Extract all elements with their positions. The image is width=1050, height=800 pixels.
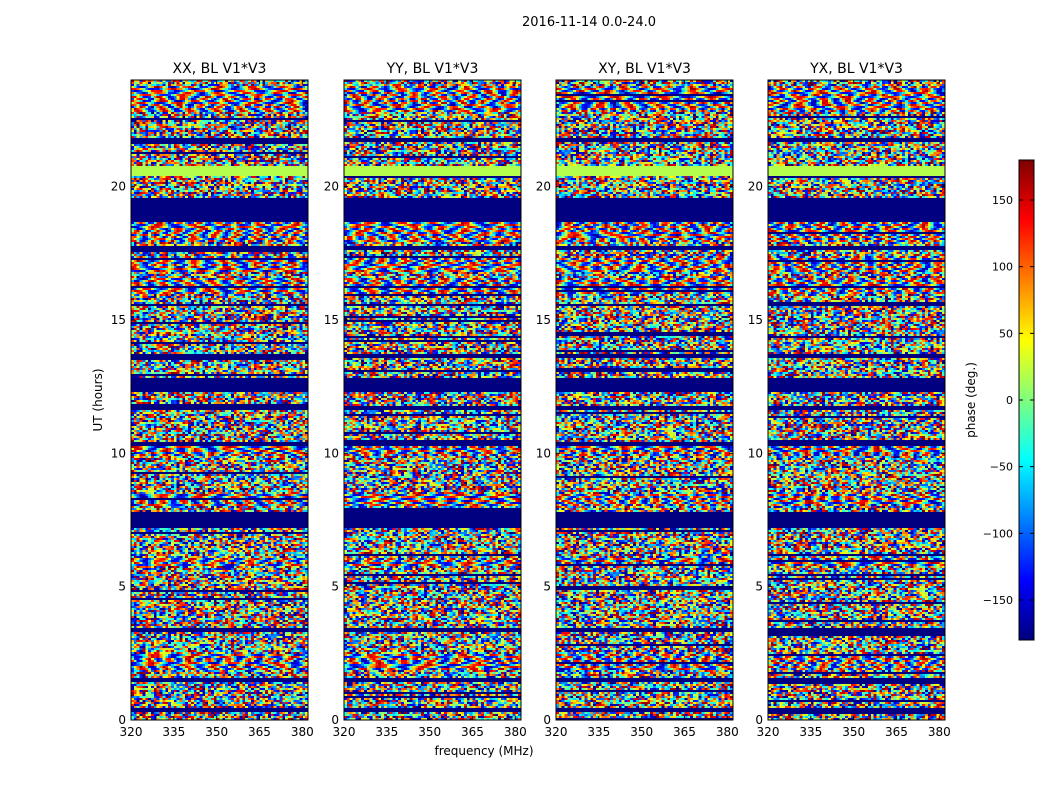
x-tick-label: 335: [375, 725, 398, 739]
y-tick-label: 0: [118, 713, 126, 727]
y-tick-label: 0: [755, 713, 763, 727]
plot-frame: [343, 79, 522, 721]
x-tick-label: 380: [291, 725, 314, 739]
y-tick-label: 10: [536, 446, 551, 460]
y-tick-label: 5: [755, 580, 763, 594]
x-tick-label: 350: [842, 725, 865, 739]
heatmap-panel: XX, BL V1*V3 320 335 350 365 380 0 5 10 15 20: [111, 61, 314, 739]
colorbar-tick-label: −150: [983, 594, 1013, 607]
heatmap-image: [556, 80, 733, 720]
heatmap-image: [768, 80, 945, 720]
colorbar-tick-label: 100: [992, 261, 1013, 274]
x-tick-label: 380: [928, 725, 951, 739]
y-tick-label: 5: [118, 580, 126, 594]
figure-title: 2016-11-14 0.0-24.0: [522, 15, 656, 30]
x-tick-label: 320: [333, 725, 356, 739]
y-tick-label: 20: [324, 180, 339, 194]
panel-title: YX, BL V1*V3: [809, 61, 903, 77]
x-tick-label: 320: [120, 725, 143, 739]
x-tick-label: 335: [162, 725, 185, 739]
y-tick-label: 10: [111, 446, 126, 460]
heatmap-image: [131, 80, 308, 720]
y-tick-label: 15: [111, 313, 126, 327]
x-tick-label: 365: [673, 725, 696, 739]
plot-frame: [767, 79, 946, 721]
y-tick-label: 15: [536, 313, 551, 327]
plot-frame: [130, 79, 309, 721]
colorbar-tick-label: 150: [992, 194, 1013, 207]
y-axis-label: UT (hours): [91, 368, 105, 431]
heatmap-panel: YY, BL V1*V3 320 335 350 365 380 0 5 10 15 20: [324, 61, 527, 739]
colorbar: −150 −100 −50 0 50 100 150 phase (deg.): [964, 159, 1035, 641]
x-tick-label: 350: [630, 725, 653, 739]
heatmap-panel: YX, BL V1*V3 320 335 350 365 380 0 5 10 15 20: [748, 61, 951, 739]
colorbar-tick-label: −100: [983, 527, 1013, 540]
colorbar-tick-label: 0: [1006, 394, 1013, 407]
colorbar-ticks: −150 −100 −50 0 50 100 150: [983, 194, 1034, 607]
panel-title: XY, BL V1*V3: [598, 61, 691, 77]
x-tick-label: 380: [716, 725, 739, 739]
y-tick-label: 20: [536, 180, 551, 194]
y-tick-label: 15: [324, 313, 339, 327]
x-tick-label: 365: [461, 725, 484, 739]
x-tick-label: 335: [799, 725, 822, 739]
y-tick-label: 0: [331, 713, 339, 727]
colorbar-tick-label: 50: [999, 327, 1013, 340]
y-tick-label: 5: [331, 580, 339, 594]
x-tick-label: 350: [205, 725, 228, 739]
heatmap-image: [344, 80, 521, 720]
y-tick-label: 10: [324, 446, 339, 460]
y-tick-label: 5: [543, 580, 551, 594]
y-tick-label: 15: [748, 313, 763, 327]
y-tick-label: 10: [748, 446, 763, 460]
x-tick-label: 335: [587, 725, 610, 739]
x-tick-label: 365: [885, 725, 908, 739]
colorbar-tick-label: −50: [990, 461, 1013, 474]
x-tick-label: 320: [757, 725, 780, 739]
colorbar-label: phase (deg.): [964, 362, 978, 438]
y-tick-label: 20: [111, 180, 126, 194]
panel-title: YY, BL V1*V3: [386, 61, 479, 77]
heatmap-panel: XY, BL V1*V3 320 335 350 365 380 0 5 10 15 20: [536, 61, 739, 739]
y-tick-label: 0: [543, 713, 551, 727]
x-tick-label: 320: [545, 725, 568, 739]
panel-title: XX, BL V1*V3: [173, 61, 267, 77]
y-tick-label: 20: [748, 180, 763, 194]
x-tick-label: 365: [248, 725, 271, 739]
x-axis-label: frequency (MHz): [434, 744, 533, 758]
x-tick-label: 350: [418, 725, 441, 739]
plot-frame: [555, 79, 734, 721]
x-tick-label: 380: [504, 725, 527, 739]
